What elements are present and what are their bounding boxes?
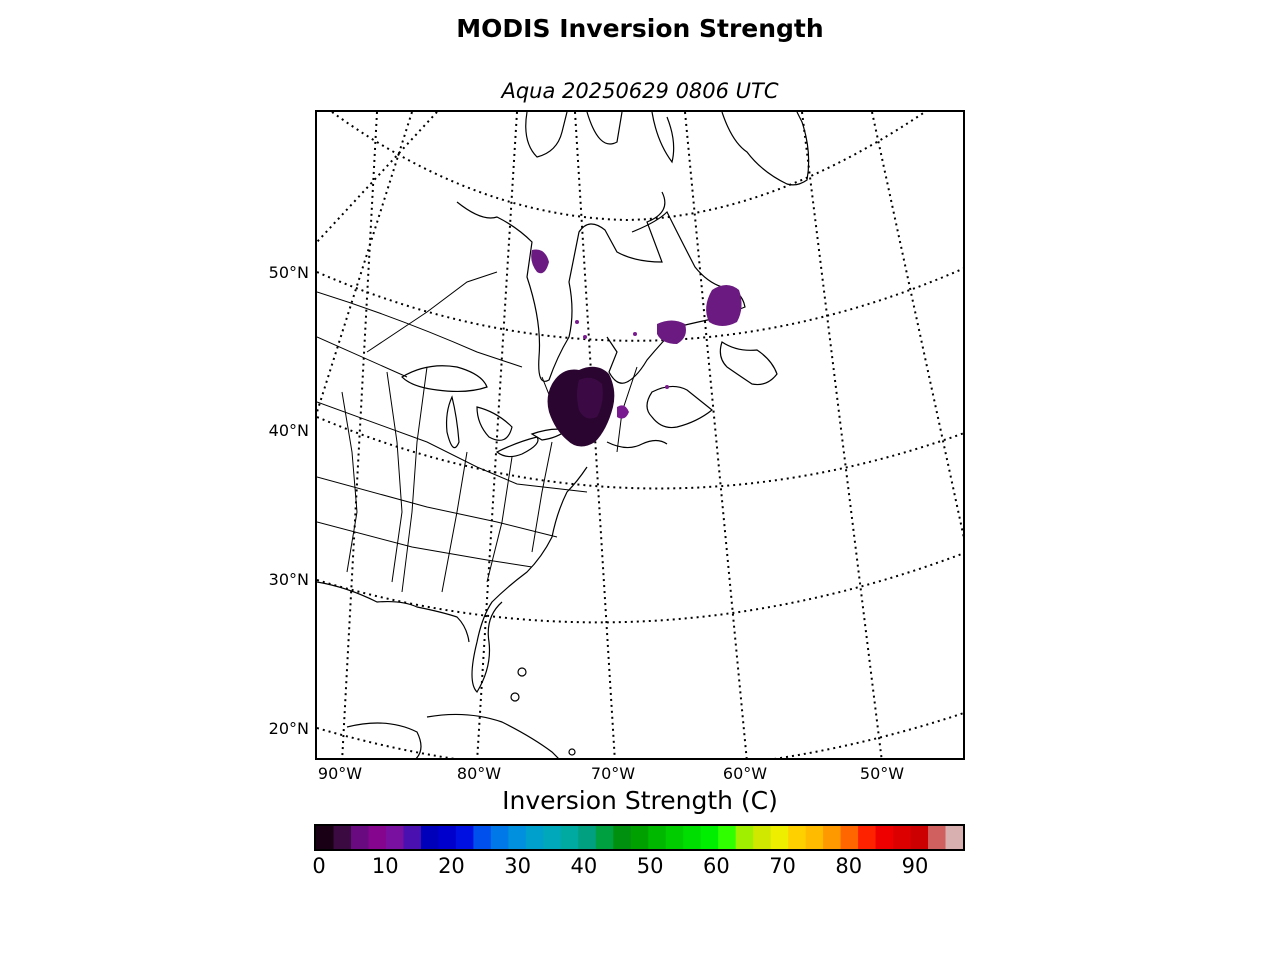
meridian-90w (341, 112, 378, 758)
lat-label-30n: 30°N (268, 570, 309, 589)
meridian-50w (801, 112, 883, 758)
colorbar-swatch (928, 826, 947, 849)
colorbar (314, 824, 965, 851)
colorbar-swatch (840, 826, 859, 849)
colorbar-tick-label: 0 (312, 854, 326, 878)
colorbar-swatch (508, 826, 527, 849)
colorbar-swatch (718, 826, 737, 849)
colorbar-swatch (630, 826, 649, 849)
colorbar-swatch (595, 826, 614, 849)
lat-label-50n: 50°N (268, 263, 309, 282)
colorbar-swatch (368, 826, 387, 849)
colorbar-swatch (648, 826, 667, 849)
meridian-80w (476, 112, 518, 758)
colorbar-swatch (438, 826, 457, 849)
meridian-60w (684, 112, 748, 758)
lat-label-40n: 40°N (268, 421, 309, 440)
colorbar-swatch (613, 826, 632, 849)
parallel-40n (317, 416, 963, 490)
colorbar-tick-label: 60 (702, 854, 730, 878)
colorbar-swatch (490, 826, 509, 849)
meridian-95w (317, 112, 413, 413)
parallel-50n (317, 267, 963, 342)
lake-superior (401, 365, 488, 393)
colorbar-swatch (403, 826, 422, 849)
colorbar-swatch (543, 826, 562, 849)
lake-erie (495, 436, 539, 458)
colorbar-tick-label: 50 (636, 854, 664, 878)
meridian-40w (871, 112, 963, 539)
colorbar-swatch (350, 826, 370, 849)
colorbar-svg (316, 826, 963, 849)
colorbar-tick-label: 10 (371, 854, 399, 878)
colorbar-swatch (945, 826, 963, 849)
colorbar-tick-label: 90 (901, 854, 929, 878)
colorbar-swatch (770, 826, 789, 849)
colorbar-swatch (683, 826, 702, 849)
colorbar-title: Inversion Strength (C) (502, 786, 778, 815)
colorbar-swatch (333, 826, 352, 849)
colorbar-swatch (473, 826, 492, 849)
lon-label-90w: 90°W (317, 764, 363, 783)
colorbar-swatch (316, 826, 335, 849)
political-borders (317, 271, 638, 593)
lon-label-50w: 50°W (859, 764, 905, 783)
colorbar-tick-label: 80 (835, 854, 863, 878)
parallel-60n (331, 112, 927, 222)
map-svg (317, 112, 963, 758)
lon-label-80w: 80°W (456, 764, 502, 783)
colorbar-swatch (455, 826, 474, 849)
parallel-20n (317, 712, 963, 758)
colorbar-swatch (753, 826, 772, 849)
colorbar-tick-label: 30 (504, 854, 532, 878)
colorbar-swatch (893, 826, 912, 849)
colorbar-swatch (735, 826, 754, 849)
graticule-parallels (317, 112, 963, 758)
colorbar-swatch (823, 826, 842, 849)
colorbar-swatch (420, 826, 440, 849)
parallel-30n (317, 552, 963, 624)
colorbar-swatch (700, 826, 719, 849)
inversion-data-field (531, 249, 742, 447)
map-subtitle: Aqua 20250629 0806 UTC (501, 79, 779, 103)
map-title: MODIS Inversion Strength (456, 14, 824, 43)
colorbar-swatch (805, 826, 824, 849)
lon-label-60w: 60°W (722, 764, 768, 783)
colorbar-tick-label: 70 (769, 854, 796, 878)
lake-huron (476, 406, 513, 441)
colorbar-tick-label: 20 (438, 854, 465, 878)
lon-label-70w: 70°W (590, 764, 636, 783)
colorbar-swatch (560, 826, 579, 849)
colorbar-swatch (665, 826, 684, 849)
colorbar-swatch (788, 826, 807, 849)
map-panel[interactable] (315, 110, 965, 760)
colorbar-swatch (910, 826, 929, 849)
colorbar-tick-label: 40 (570, 854, 598, 878)
colorbar-swatch (858, 826, 877, 849)
graticule-meridians (317, 112, 963, 758)
colorbar-swatch (875, 826, 894, 849)
lat-label-20n: 20°N (268, 719, 309, 738)
colorbar-swatch (385, 826, 405, 849)
lake-michigan (445, 395, 460, 449)
colorbar-swatch (578, 826, 597, 849)
colorbar-swatch (525, 826, 544, 849)
coastlines (317, 112, 810, 758)
